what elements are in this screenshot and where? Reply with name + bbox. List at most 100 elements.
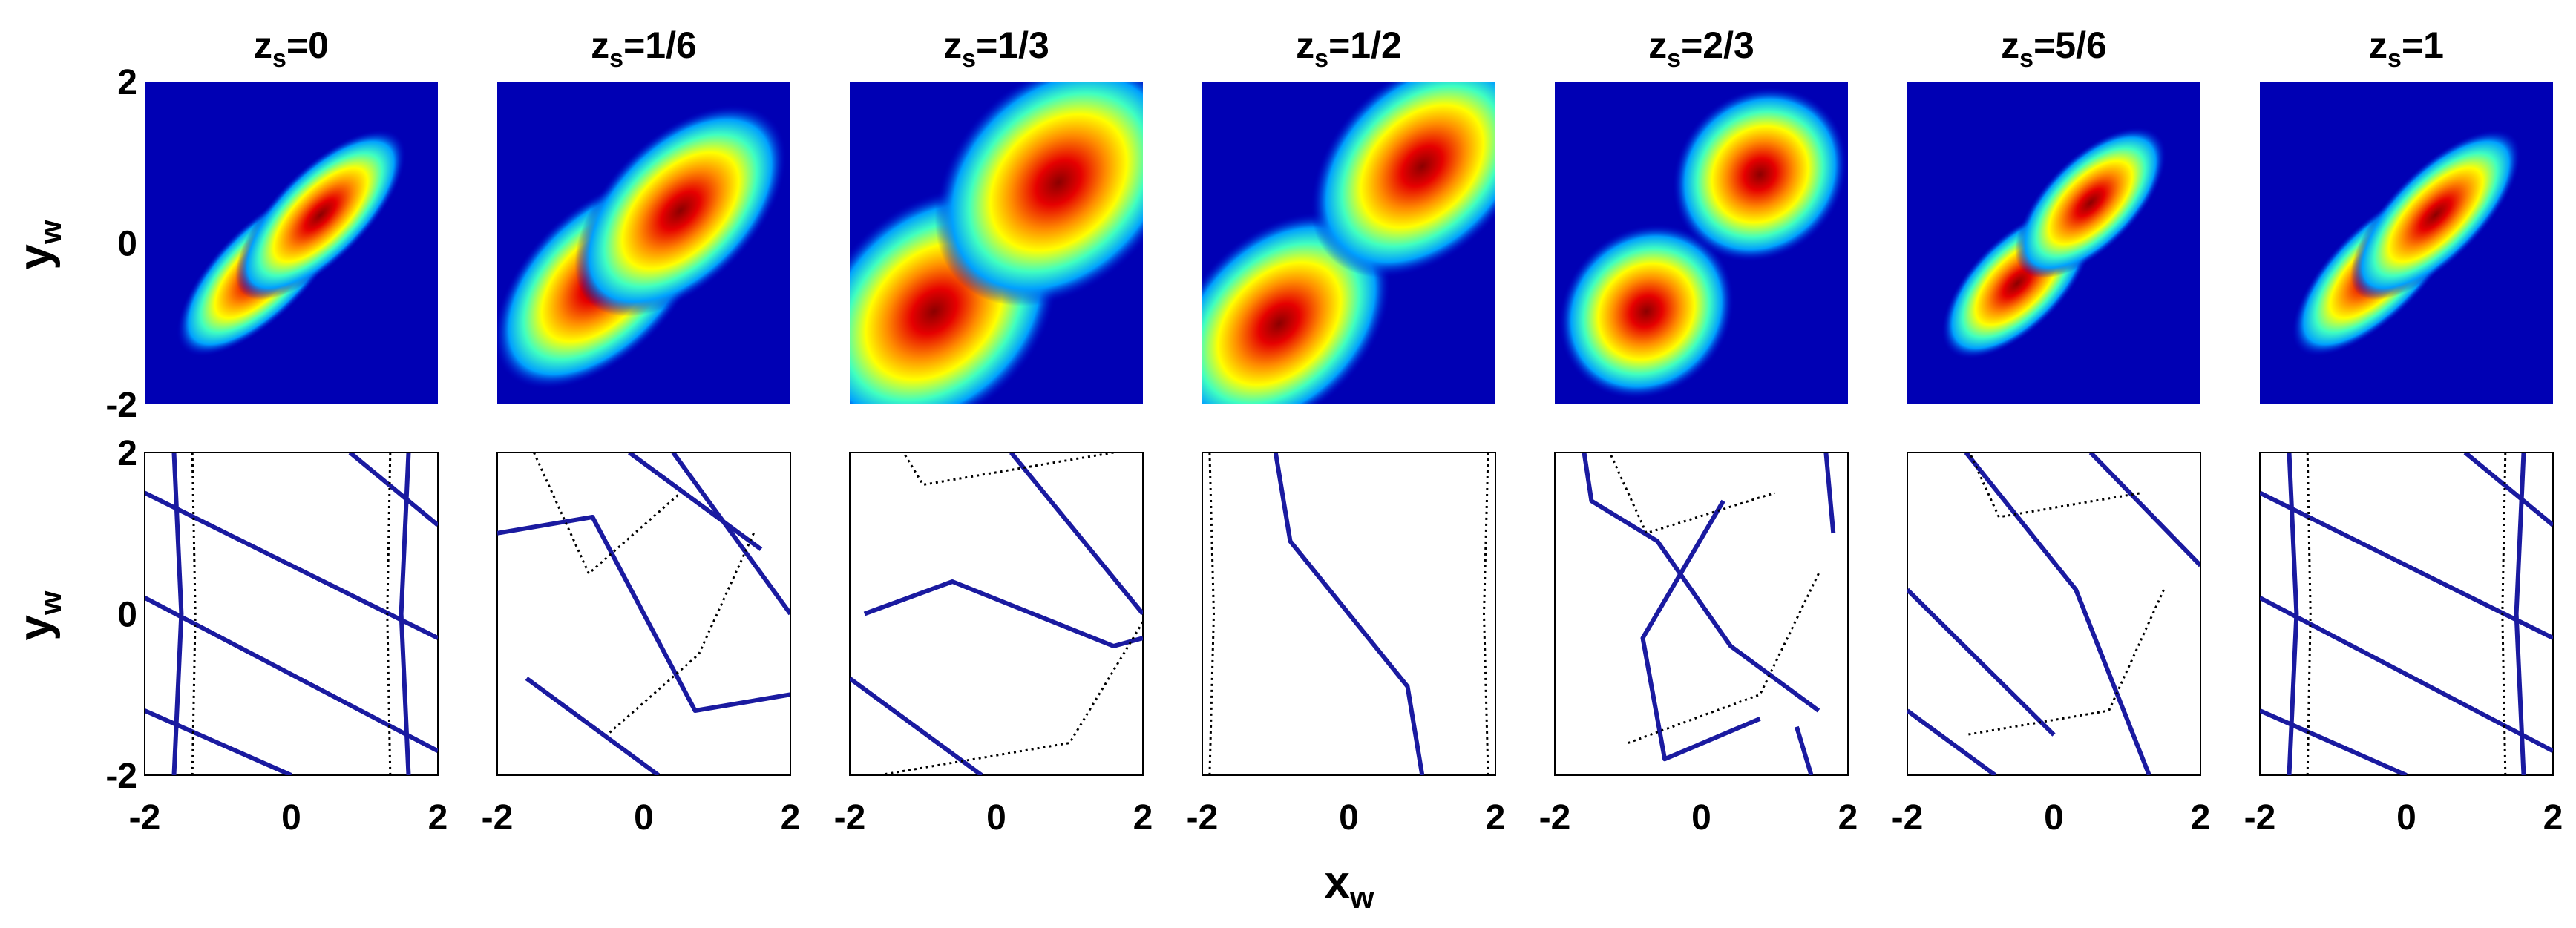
phase-contour-solid <box>399 453 411 775</box>
x-tick-label: 0 <box>2396 798 2416 837</box>
y-tick-label: -2 <box>105 757 137 796</box>
x-axis-label: xw <box>1324 857 1374 915</box>
intensity-row <box>145 82 2553 404</box>
phase-contour-solid <box>850 677 983 775</box>
intensity-panel-4 <box>1555 82 1848 404</box>
contour-panel-2 <box>849 452 1144 776</box>
y-tick-label: -2 <box>105 386 137 425</box>
phase-contour-solid <box>2088 453 2200 567</box>
x-tick-label: 0 <box>281 798 301 837</box>
phase-contour-solid <box>863 579 1143 648</box>
y-axis-label-bottom: yw <box>10 590 68 640</box>
intensity-lobe <box>1311 82 1495 278</box>
x-tick-label: -2 <box>129 798 161 837</box>
phase-contour-dotted <box>533 453 681 576</box>
contour-panel-4 <box>1554 452 1849 776</box>
x-tick-label: 2 <box>2191 798 2211 837</box>
panel-title-3: zs=1/2 <box>1296 24 1402 73</box>
phase-contour-dotted <box>2306 453 2312 775</box>
phase-contour-solid <box>1795 725 1814 775</box>
contour-frame <box>1907 452 2201 776</box>
panel-title-6: zs=1 <box>2369 24 2444 73</box>
panel-title-0: zs=0 <box>254 24 329 73</box>
phase-contour-solid <box>671 453 790 616</box>
phase-contour-solid <box>2260 490 2553 640</box>
intensity-lobe <box>934 82 1143 306</box>
y-axis-label-top: yw <box>10 220 68 269</box>
panel-title-4: zs=2/3 <box>1648 24 1754 73</box>
phase-contour-solid <box>1964 453 2151 775</box>
axes-labels: 20-220-2-2 0 2 -2 0 2 -2 0 2 -2 0 2 -2 0 2 -2 0 2 -2 0 2ywyw… <box>10 63 2563 915</box>
phase-contour-solid <box>1273 453 1425 775</box>
contour-frame <box>1554 452 1849 776</box>
y-tick-label: 2 <box>117 63 137 102</box>
intensity-lobe <box>235 129 406 300</box>
x-tick-label: 2 <box>781 798 801 837</box>
x-tick-label: 2 <box>1486 798 1506 837</box>
x-tick-label: -2 <box>834 798 866 837</box>
x-tick-label: 0 <box>986 798 1006 837</box>
phase-contour-solid <box>1907 588 2056 737</box>
x-tick-label: 0 <box>634 798 654 837</box>
phase-contour-solid <box>1823 453 1836 534</box>
intensity-lobe <box>2350 129 2521 300</box>
phase-contour-solid <box>2514 453 2526 775</box>
x-tick-label: -2 <box>1187 798 1219 837</box>
y-tick-label: 2 <box>117 434 137 473</box>
phase-contour-solid <box>2260 708 2408 775</box>
intensity-panel-2 <box>850 82 1143 404</box>
contour-frame <box>849 452 1144 776</box>
intensity-lobe <box>574 105 787 317</box>
x-tick-label: -2 <box>1539 798 1571 837</box>
x-tick-label: -2 <box>482 798 514 837</box>
intensity-lobe <box>1672 87 1848 262</box>
contour-panel-6 <box>2259 452 2554 776</box>
intensity-lobe <box>1202 212 1391 404</box>
intensity-panel-6 <box>2260 82 2553 404</box>
phase-contour-solid <box>171 453 184 775</box>
phase-contour-solid <box>628 453 763 551</box>
x-tick-label: 2 <box>2543 798 2563 837</box>
contour-panel-0 <box>144 452 439 776</box>
phase-contour-solid <box>2463 453 2553 527</box>
x-tick-label: 2 <box>1838 798 1858 837</box>
x-tick-label: 2 <box>428 798 448 837</box>
phase-contour-solid <box>1907 708 1997 775</box>
phase-contour-dotted <box>386 453 392 775</box>
phase-contour-solid <box>497 515 790 713</box>
phase-contour-solid <box>2287 453 2299 775</box>
intensity-panel-3 <box>1202 82 1495 404</box>
phase-contour-dotted <box>2501 453 2507 775</box>
panel-title-1: zs=1/6 <box>591 24 697 73</box>
y-tick-label: 0 <box>117 225 137 264</box>
x-tick-label: -2 <box>2244 798 2276 837</box>
panel-titles: zs=0 zs=1/6 zs=1/3 zs=1/2 zs=2/3 zs=5/6 zs=1 <box>254 24 2444 73</box>
phase-contour-solid <box>145 490 438 640</box>
x-tick-label: 0 <box>1691 798 1711 837</box>
x-tick-label: 0 <box>1339 798 1359 837</box>
phase-contour-dotted <box>191 453 197 775</box>
x-tick-label: -2 <box>1892 798 1924 837</box>
phase-contour-solid <box>1582 453 1820 713</box>
contour-panel-1 <box>496 452 791 776</box>
intensity-panel-5 <box>1907 82 2200 404</box>
x-tick-label: 0 <box>2044 798 2064 837</box>
contour-panel-5 <box>1907 452 2201 776</box>
intensity-lobe <box>1559 224 1734 399</box>
phase-contour-dotted <box>606 533 755 736</box>
panel-title-5: zs=5/6 <box>2001 24 2107 73</box>
intensity-panel-0 <box>145 82 438 404</box>
phase-contour-dotted <box>1208 453 1216 775</box>
phase-contour-solid <box>1009 453 1143 616</box>
phase-contour-dotted <box>1482 453 1489 775</box>
panel-title-2: zs=1/3 <box>943 24 1049 73</box>
phase-contour-solid <box>525 677 661 775</box>
phase-contour-row <box>144 452 2554 776</box>
intensity-panel-1 <box>497 82 790 404</box>
contour-panel-3 <box>1202 452 1496 776</box>
phase-contour-solid <box>1640 499 1761 762</box>
phase-contour-solid <box>145 708 292 775</box>
x-tick-label: 2 <box>1133 798 1153 837</box>
phase-contour-solid <box>348 453 438 527</box>
